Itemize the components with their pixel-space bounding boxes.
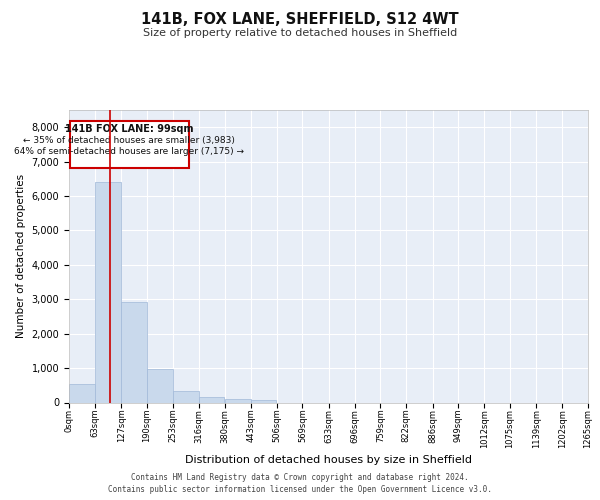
Bar xyxy=(251,400,277,402)
Bar xyxy=(147,370,173,402)
Y-axis label: Number of detached properties: Number of detached properties xyxy=(16,174,26,338)
Bar xyxy=(95,182,121,402)
Text: Contains HM Land Registry data © Crown copyright and database right 2024.
Contai: Contains HM Land Registry data © Crown c… xyxy=(108,473,492,494)
Bar xyxy=(225,399,251,402)
Text: 141B FOX LANE: 99sqm: 141B FOX LANE: 99sqm xyxy=(65,124,194,134)
Bar xyxy=(69,384,95,402)
Text: ← 35% of detached houses are smaller (3,983): ← 35% of detached houses are smaller (3,… xyxy=(23,136,235,145)
Text: Size of property relative to detached houses in Sheffield: Size of property relative to detached ho… xyxy=(143,28,457,38)
FancyBboxPatch shape xyxy=(70,121,189,168)
Bar xyxy=(199,398,224,402)
X-axis label: Distribution of detached houses by size in Sheffield: Distribution of detached houses by size … xyxy=(185,454,472,464)
Bar xyxy=(121,302,147,402)
Text: 64% of semi-detached houses are larger (7,175) →: 64% of semi-detached houses are larger (… xyxy=(14,147,244,156)
Bar xyxy=(173,391,199,402)
Text: 141B, FOX LANE, SHEFFIELD, S12 4WT: 141B, FOX LANE, SHEFFIELD, S12 4WT xyxy=(141,12,459,28)
